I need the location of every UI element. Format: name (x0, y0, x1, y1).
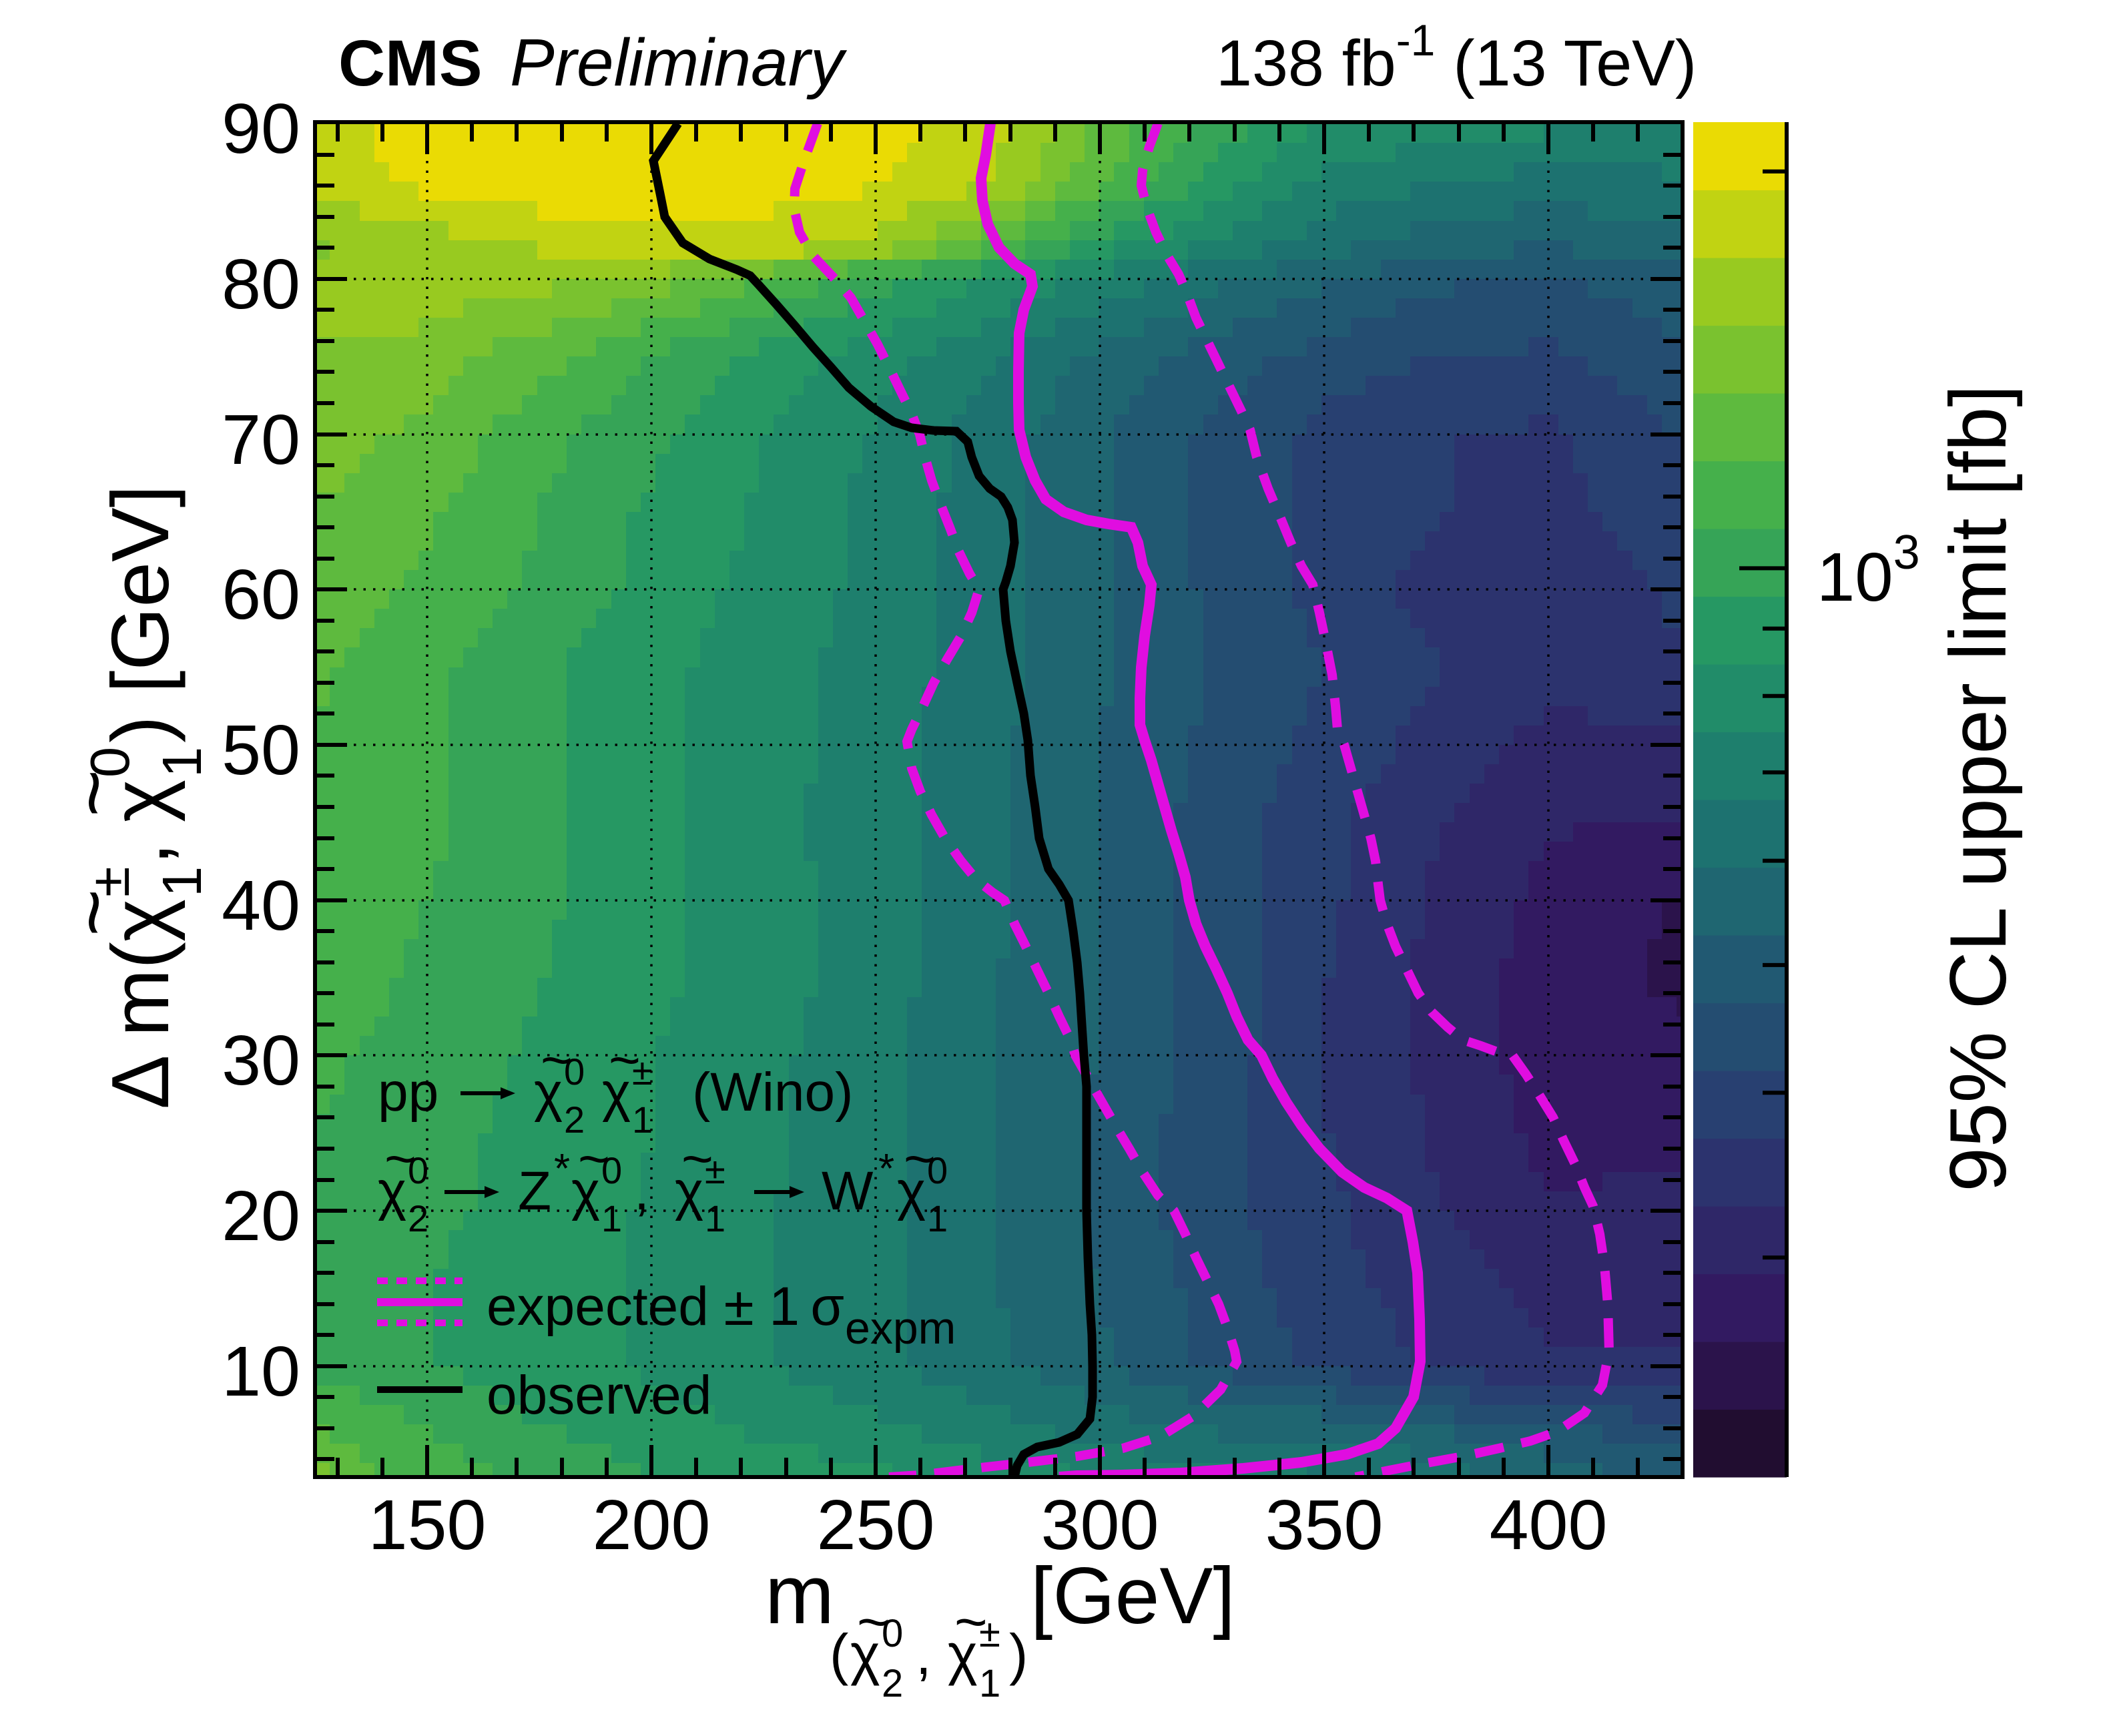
svg-text:1: 1 (151, 866, 213, 897)
svg-text:Z: Z (518, 1161, 551, 1221)
svg-text:~: ~ (47, 889, 138, 936)
svg-text:20: 20 (222, 1177, 300, 1255)
svg-text:±: ± (979, 1612, 1000, 1655)
svg-text:χ: χ (95, 780, 186, 822)
svg-text:0: 0 (882, 1612, 903, 1655)
svg-text:±: ± (79, 866, 141, 897)
svg-text:,: , (916, 1623, 932, 1687)
svg-text:0: 0 (564, 1051, 585, 1093)
svg-text:150: 150 (368, 1486, 487, 1564)
svg-text:1: 1 (927, 1197, 948, 1239)
svg-text:χ: χ (675, 1161, 703, 1221)
svg-text:Preliminary: Preliminary (510, 25, 848, 100)
svg-text:pp: pp (378, 1062, 438, 1123)
svg-text:2: 2 (564, 1099, 585, 1141)
svg-text:1: 1 (151, 747, 213, 778)
svg-text:Δ m(: Δ m( (95, 942, 186, 1109)
svg-text:observed: observed (487, 1365, 711, 1426)
svg-text:40: 40 (222, 866, 300, 945)
svg-text:[GeV]: [GeV] (1030, 1551, 1235, 1641)
svg-text:90: 90 (222, 89, 300, 168)
svg-text:0: 0 (79, 747, 141, 778)
svg-text:200: 200 (593, 1486, 711, 1564)
svg-text:1: 1 (601, 1197, 622, 1239)
svg-text:*: * (878, 1146, 894, 1192)
svg-text:250: 250 (817, 1486, 935, 1564)
svg-text:) [GeV]: ) [GeV] (95, 485, 186, 743)
svg-text:~: ~ (954, 1590, 988, 1654)
svg-text:1: 1 (705, 1197, 725, 1239)
svg-text:χ: χ (602, 1062, 631, 1123)
svg-text:10: 10 (222, 1332, 300, 1411)
svg-text:2: 2 (882, 1662, 903, 1705)
svg-text:300: 300 (1041, 1486, 1159, 1564)
svg-text:±: ± (705, 1149, 725, 1191)
svg-text:CMS: CMS (338, 27, 483, 99)
svg-text:*: * (554, 1146, 570, 1192)
svg-text:138 fb-1 (13 TeV): 138 fb-1 (13 TeV) (1216, 15, 1697, 99)
svg-text:~: ~ (578, 1129, 610, 1189)
svg-text:±: ± (632, 1051, 653, 1093)
svg-text:~: ~ (857, 1590, 890, 1654)
svg-text:W: W (822, 1161, 874, 1221)
svg-text:χ: χ (534, 1062, 563, 1123)
svg-text:expected ± 1 σ: expected ± 1 σ (487, 1276, 844, 1337)
svg-text:70: 70 (222, 400, 300, 479)
svg-text:,: , (95, 842, 186, 865)
svg-text:(: ( (830, 1623, 848, 1687)
svg-text:350: 350 (1265, 1486, 1384, 1564)
svg-text:60: 60 (222, 555, 300, 634)
svg-text:m: m (765, 1548, 834, 1641)
svg-text:expm: expm (845, 1303, 956, 1354)
svg-text:0: 0 (601, 1149, 622, 1191)
svg-text:~: ~ (47, 770, 138, 817)
svg-text:2: 2 (408, 1197, 428, 1239)
svg-text:0: 0 (408, 1149, 428, 1191)
svg-text:400: 400 (1490, 1486, 1608, 1564)
svg-text:~: ~ (541, 1030, 573, 1091)
svg-text:50: 50 (222, 711, 300, 790)
svg-text:χ: χ (378, 1161, 406, 1221)
svg-text:80: 80 (222, 245, 300, 324)
svg-text:(Wino): (Wino) (692, 1062, 853, 1123)
svg-text:): ) (1009, 1623, 1028, 1687)
svg-text:30: 30 (222, 1021, 300, 1100)
svg-text:,: , (634, 1161, 649, 1221)
svg-text:~: ~ (681, 1129, 713, 1189)
svg-text:χ: χ (850, 1623, 880, 1687)
svg-text:χ: χ (571, 1161, 600, 1221)
svg-text:1: 1 (632, 1099, 653, 1141)
svg-text:~: ~ (609, 1030, 641, 1091)
svg-text:0: 0 (927, 1149, 948, 1191)
svg-text:χ: χ (948, 1623, 978, 1687)
svg-text:~: ~ (384, 1129, 416, 1189)
svg-text:χ: χ (897, 1161, 926, 1221)
svg-text:1: 1 (979, 1662, 1000, 1705)
svg-text:χ: χ (95, 899, 186, 942)
svg-text:~: ~ (904, 1129, 936, 1189)
svg-text:95% CL upper limit [fb]: 95% CL upper limit [fb] (1933, 384, 2023, 1191)
